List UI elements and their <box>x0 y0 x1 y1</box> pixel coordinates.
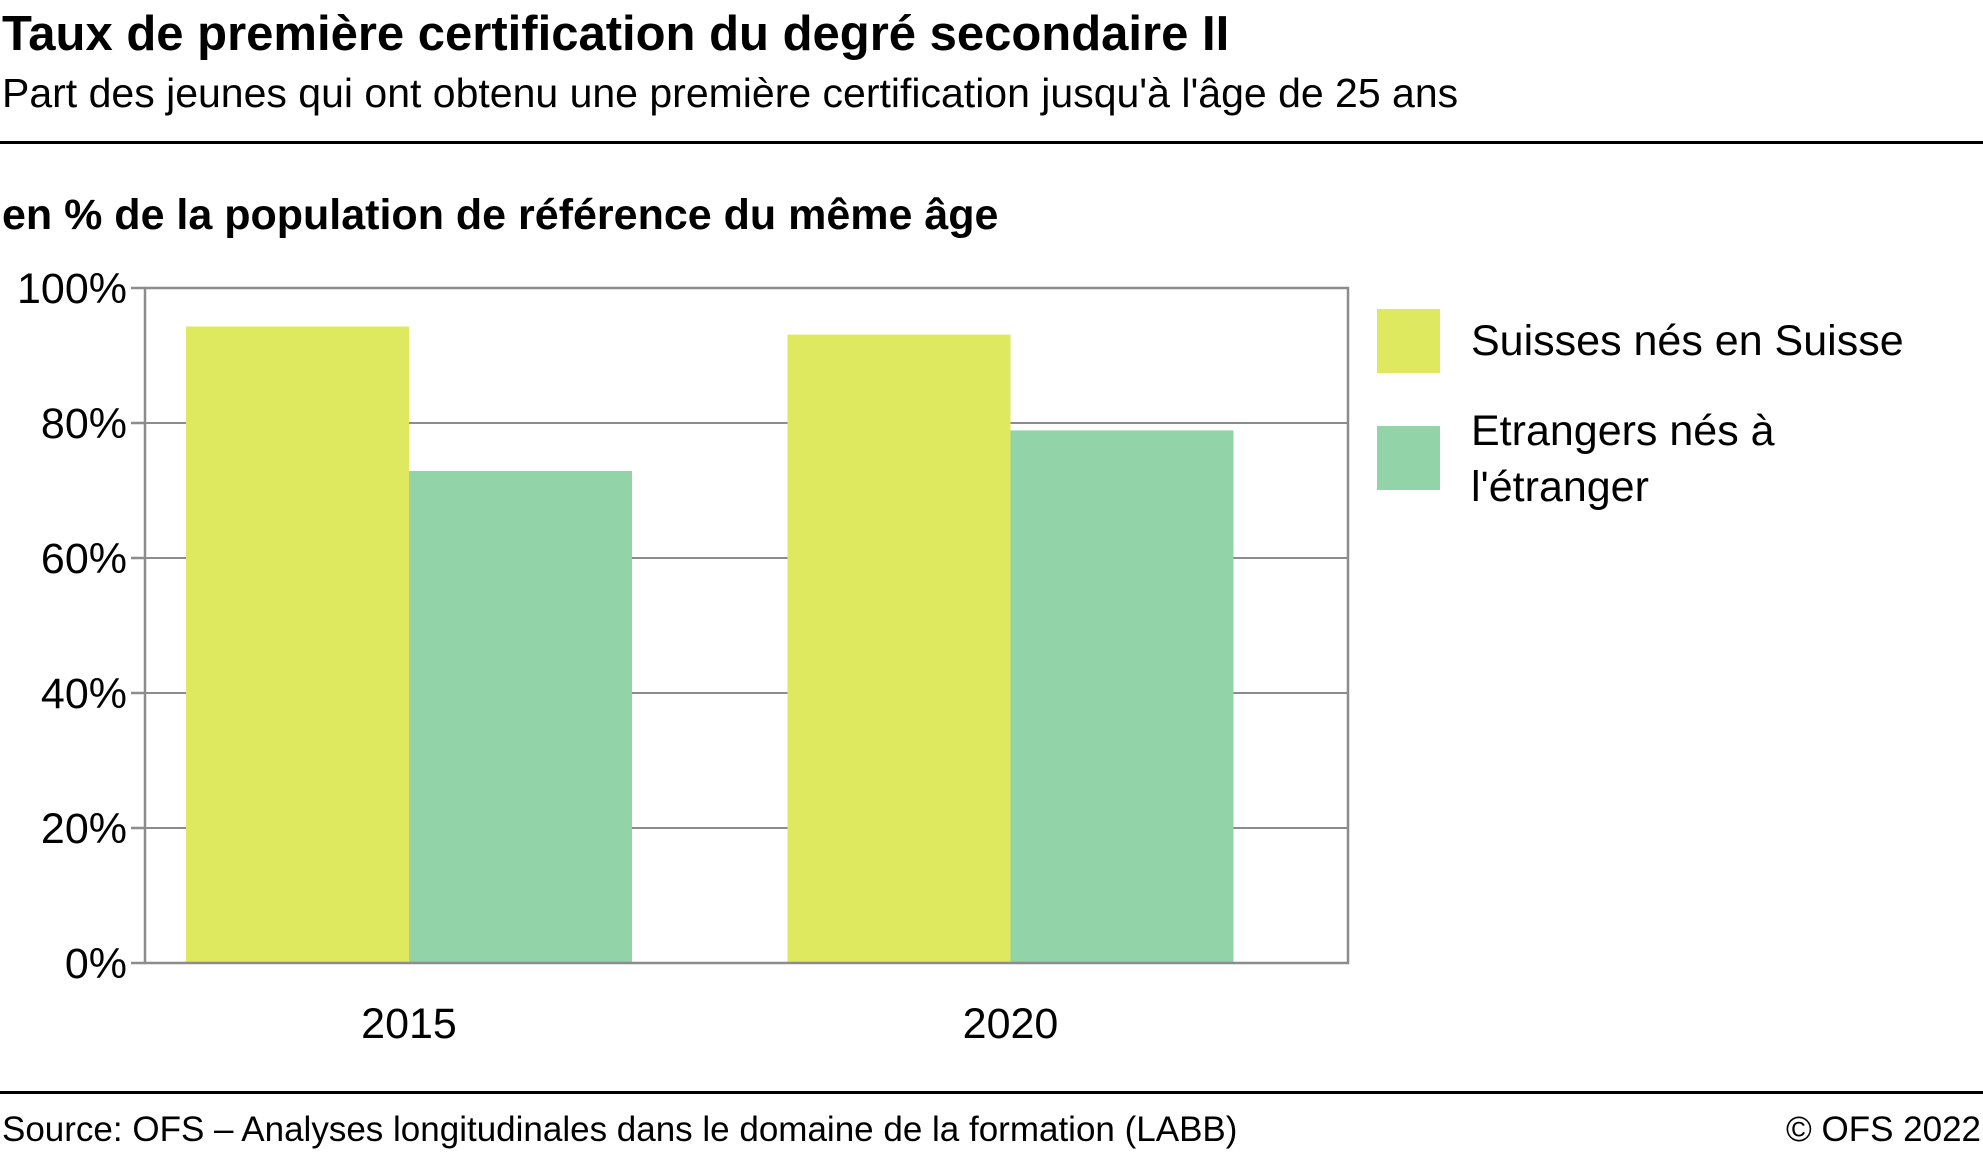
y-tick-label: 20% <box>41 805 127 853</box>
source-note: Source: OFS – Analyses longitudinales da… <box>2 1110 1238 1149</box>
y-tick-label: 0% <box>65 940 127 988</box>
bar-1-0 <box>409 470 632 963</box>
top-divider <box>0 141 1983 144</box>
legend-swatch-suisses <box>1377 309 1440 373</box>
copyright-note: © OFS 2022 <box>1785 1110 1981 1149</box>
legend-label-etrangers-line2: l'étranger <box>1471 463 1649 511</box>
plot-frame <box>143 286 1350 965</box>
bottom-divider <box>0 1091 1983 1094</box>
y-tick-label: 80% <box>41 400 127 448</box>
y-tick-label: 60% <box>41 535 127 583</box>
chart-title: Taux de première certification du degré … <box>2 7 1230 61</box>
bar-0-0 <box>186 326 409 964</box>
legend-label-suisses: Suisses nés en Suisse <box>1471 317 1904 365</box>
y-axis-unit-label: en % de la population de référence du mê… <box>2 191 999 239</box>
legend-swatch-etrangers <box>1377 426 1440 490</box>
chart-subtitle: Part des jeunes qui ont obtenu une premi… <box>2 70 1459 116</box>
x-tick-label: 2020 <box>963 1000 1059 1048</box>
legend-label-etrangers-line1: Etrangers nés à <box>1471 407 1775 455</box>
bar-0-1 <box>787 334 1011 963</box>
y-tick-label: 100% <box>17 265 127 313</box>
bar-1-1 <box>1010 430 1234 963</box>
y-tick-label: 40% <box>41 670 127 718</box>
x-tick-label: 2015 <box>361 1000 457 1048</box>
